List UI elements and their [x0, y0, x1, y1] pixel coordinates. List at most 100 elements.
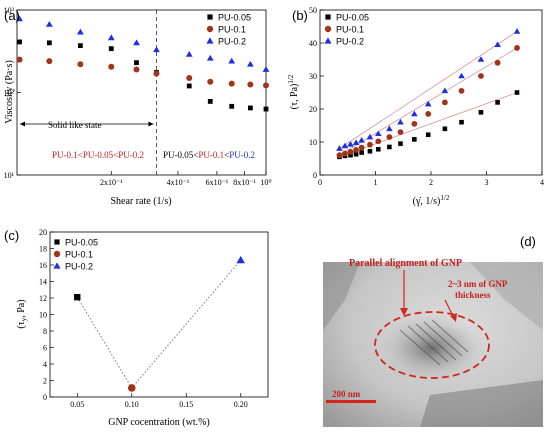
panel-d: (d) Parallel align	[323, 234, 543, 427]
gnp-dashed-ellipse	[374, 311, 490, 379]
panel-b-fit-line	[339, 31, 518, 149]
panel-b-point	[375, 138, 382, 145]
panel-b-point	[366, 133, 374, 140]
panel-a-right-annotation-part: <	[224, 150, 229, 160]
panel-b-xlabel: (γ̇, 1/s)1/2	[413, 194, 450, 207]
panel-a-legend-marker	[206, 25, 214, 33]
scale-bar-label: 200 nm	[332, 389, 361, 399]
panel-c-xtick-label: 0.05	[70, 400, 84, 409]
panel-b-legend-marker	[324, 25, 332, 33]
panel-b-point	[442, 126, 448, 132]
panel-c-xtick-label: 0.20	[234, 400, 248, 409]
panel-a-point	[229, 103, 235, 109]
panel-b-point	[347, 149, 354, 155]
panel-a-ytick-label: 10²	[4, 89, 15, 98]
panel-a-point	[262, 66, 270, 72]
panel-b-point	[367, 141, 373, 148]
panel-b-ytick-label: 0	[313, 171, 317, 180]
panel-a-point	[247, 81, 254, 88]
panel-a-left-annotation: PU-0.1<PU-0.05<PU-0.2	[52, 150, 144, 160]
tem-dark-region	[323, 262, 360, 330]
panel-a-label: (a)	[4, 8, 20, 23]
panel-a-point	[108, 46, 114, 52]
panel-c-ytick-label: 14	[39, 278, 47, 287]
panel-a-left-annotation-part: PU-0.1	[52, 150, 78, 160]
panel-b-point	[514, 45, 520, 51]
panel-c-ytick-label: 12	[39, 294, 47, 303]
panel-c-ytick-label: 4	[43, 360, 47, 369]
panel-b-point	[478, 110, 484, 115]
panel-c-point	[236, 255, 245, 264]
panel-b-point	[353, 147, 359, 153]
panel-b-xtick-label: 0	[318, 178, 322, 187]
panel-a-legend-label: PU-0.1	[218, 25, 246, 35]
panel-b-point	[386, 134, 393, 140]
panel-b-point	[347, 141, 354, 147]
tem-gnp-lines	[399, 319, 469, 366]
panel-c-xlabel: GNP cocentration (wt.%)	[108, 417, 210, 428]
tem-dark-region	[420, 380, 543, 427]
panel-b-point	[411, 110, 418, 117]
panel-a-point	[263, 106, 269, 112]
panel-b-ytick-label: 50	[309, 6, 317, 15]
tem-annotation-parallel: Parallel alignment of GNP	[349, 258, 462, 269]
panel-a-xtick-label: 8x10⁻¹	[233, 178, 256, 187]
panel-c: 0.05 0.10 0.15 0.20 0 2 4 6 8 10 12 14 16 18 20 PU-0.05…	[4, 228, 269, 428]
panel-b-ytick-label: 30	[309, 72, 317, 81]
panel-b-xtick-label: 2	[429, 178, 433, 187]
panel-a-legend-label: PU-0.05	[218, 13, 251, 23]
panel-c-ytick-label: 10	[39, 311, 47, 320]
panel-b-legend-marker	[325, 14, 331, 20]
panel-b-label: (b)	[292, 8, 308, 23]
panel-b-point	[513, 28, 521, 34]
panel-b-point	[341, 142, 349, 149]
panel-b-point	[495, 100, 500, 105]
panel-c-ytick-label: 8	[43, 327, 47, 336]
panel-a-xlabel: Shear rate (1/s)	[110, 196, 171, 207]
panel-c-legend-label: PU-0.2	[65, 262, 93, 272]
panel-c-legend-marker	[53, 250, 61, 258]
panel-b-ytick-label: 10	[309, 138, 317, 147]
panel-a-point	[228, 57, 236, 64]
panel-c-legend-label: PU-0.1	[65, 250, 93, 260]
panel-c-point	[127, 384, 136, 392]
scale-bar	[326, 400, 376, 403]
panel-b-point	[336, 145, 343, 151]
panel-a-point	[247, 105, 253, 111]
panel-c-legend-marker	[53, 262, 61, 269]
panel-a-right-annotation: PU-0.05<PU-0.1<PU-0.2	[163, 150, 255, 160]
panel-c-label: (c)	[4, 228, 19, 243]
panel-b-point	[477, 56, 485, 62]
panel-c-connector	[76, 259, 242, 389]
panel-b-point	[425, 111, 432, 117]
panel-b-point	[397, 129, 404, 136]
panel-b-point	[352, 139, 360, 145]
panel-b-ylabel: (τ, Pa)1/2	[287, 74, 300, 109]
panel-b-point	[375, 146, 381, 152]
panel-b-point	[336, 152, 343, 159]
panel-c-ytick-label: 16	[39, 261, 47, 270]
panel-a-point	[185, 50, 193, 57]
panel-a: 2x10⁻¹ 4x10⁻¹ 6x10⁻¹ 8x10⁻¹ 10⁰ 10¹ 10² 10³ PU-0…	[4, 6, 272, 207]
panel-b-point	[441, 99, 448, 106]
panel-a-point	[76, 28, 84, 35]
panel-a-legend-marker	[207, 14, 213, 20]
panel-c-xtick-label: 0.10	[125, 400, 139, 409]
panel-b-point	[458, 87, 465, 94]
panel-b-point	[398, 141, 403, 146]
panel-b-point	[412, 137, 417, 142]
panel-c-ytick-label: 0	[43, 393, 47, 402]
panel-a-point	[206, 54, 214, 61]
panel-a-xtick-label: 2x10⁻¹	[100, 178, 123, 187]
panel-b-point	[459, 119, 464, 125]
panel-b-point	[386, 125, 393, 132]
panel-b-point	[387, 144, 392, 150]
panel-c-point	[74, 293, 81, 301]
panel-b-ytick-label: 20	[309, 105, 317, 114]
panel-a-left-annotation-part: PU-0.05	[83, 150, 114, 160]
panel-a-point	[246, 60, 254, 67]
panel-b-legend-label: PU-0.1	[336, 25, 364, 35]
panel-a-left-annotation-part: <	[78, 150, 83, 160]
panel-a-solid-arrow-right	[148, 121, 154, 127]
